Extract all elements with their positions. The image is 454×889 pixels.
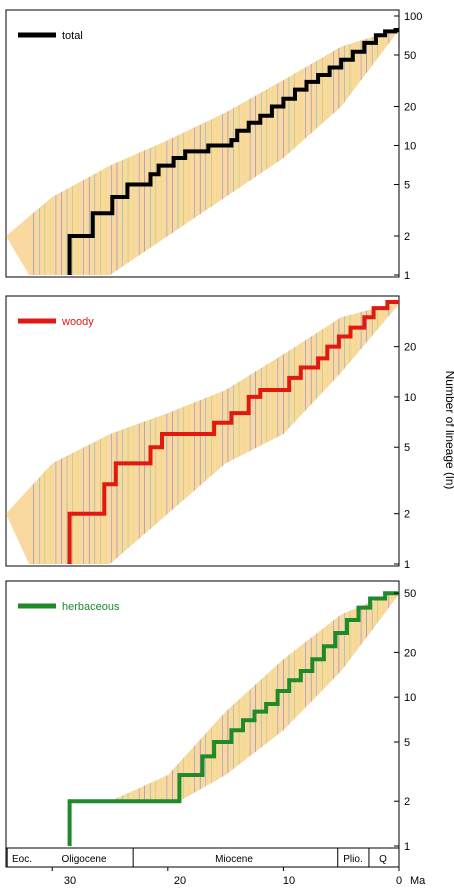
y-tick-label-total: 10 [404, 141, 416, 153]
y-tick-label-total: 5 [404, 179, 410, 191]
y-tick-label-woody: 5 [404, 442, 410, 454]
legend-label-woody: woody [61, 316, 94, 328]
y-tick-label-herbaceous: 2 [404, 796, 410, 808]
y-tick-label-herbaceous: 50 [404, 588, 416, 600]
series-line-herbaceous [67, 591, 399, 846]
y-tick-label-total: 1 [404, 270, 410, 282]
legend-total: total [18, 30, 83, 42]
x-axis: 30 20 10 0 Ma [51, 867, 426, 887]
y-tick-label-herbaceous: 20 [404, 647, 416, 659]
y-tick-label-total: 20 [404, 102, 416, 114]
epoch-miocene-label: Miocene [215, 854, 253, 865]
series-line-total [67, 28, 399, 275]
panel-herbaceous: 1 2 5 10 20 50 herbaceous [5, 580, 416, 853]
x-tick-label-0: 0 [396, 875, 402, 887]
legend-label-total: total [62, 30, 83, 42]
y-tick-label-herbaceous: 1 [404, 841, 410, 853]
y-tick-label-woody: 2 [404, 509, 410, 521]
y-tick-label-woody: 10 [404, 392, 416, 404]
epoch-eocene-label: Eoc. [12, 854, 32, 865]
series-line-woody [67, 300, 399, 564]
epoch-oligocene-label: Oligocene [61, 854, 106, 865]
y-tick-label-herbaceous: 10 [404, 692, 416, 704]
panel-frame-woody [5, 295, 400, 567]
y-tick-label-total: 100 [404, 11, 422, 23]
x-tick-label-10: 10 [283, 875, 295, 887]
panel-total: 1 2 5 10 20 50 100 total [5, 9, 422, 282]
y-tick-label-herbaceous: 5 [404, 737, 410, 749]
legend-label-herbaceous: herbaceous [62, 601, 120, 613]
epoch-pliocene-label: Plio. [343, 854, 362, 865]
panel-frame-total [5, 9, 400, 278]
x-tick-label-30: 30 [64, 875, 76, 887]
legend-woody: woody [18, 316, 94, 328]
epoch-quaternary-label: Q [379, 854, 387, 865]
y-axis-label: Number of lineage (ln) [443, 371, 454, 490]
y-tick-label-woody: 1 [404, 559, 410, 571]
y-tick-label-total: 2 [404, 231, 410, 243]
y-tick-label-total: 50 [404, 50, 416, 62]
legend-herbaceous: herbaceous [18, 601, 120, 613]
panel-woody: 1 2 5 10 20 woody [5, 295, 416, 571]
x-axis-unit-label: Ma [410, 875, 426, 887]
epoch-bar: Eoc. Oligocene Miocene Plio. Q [5, 847, 400, 868]
x-tick-label-20: 20 [174, 875, 186, 887]
epoch-bar-frame [5, 847, 400, 868]
y-tick-label-woody: 20 [404, 342, 416, 354]
